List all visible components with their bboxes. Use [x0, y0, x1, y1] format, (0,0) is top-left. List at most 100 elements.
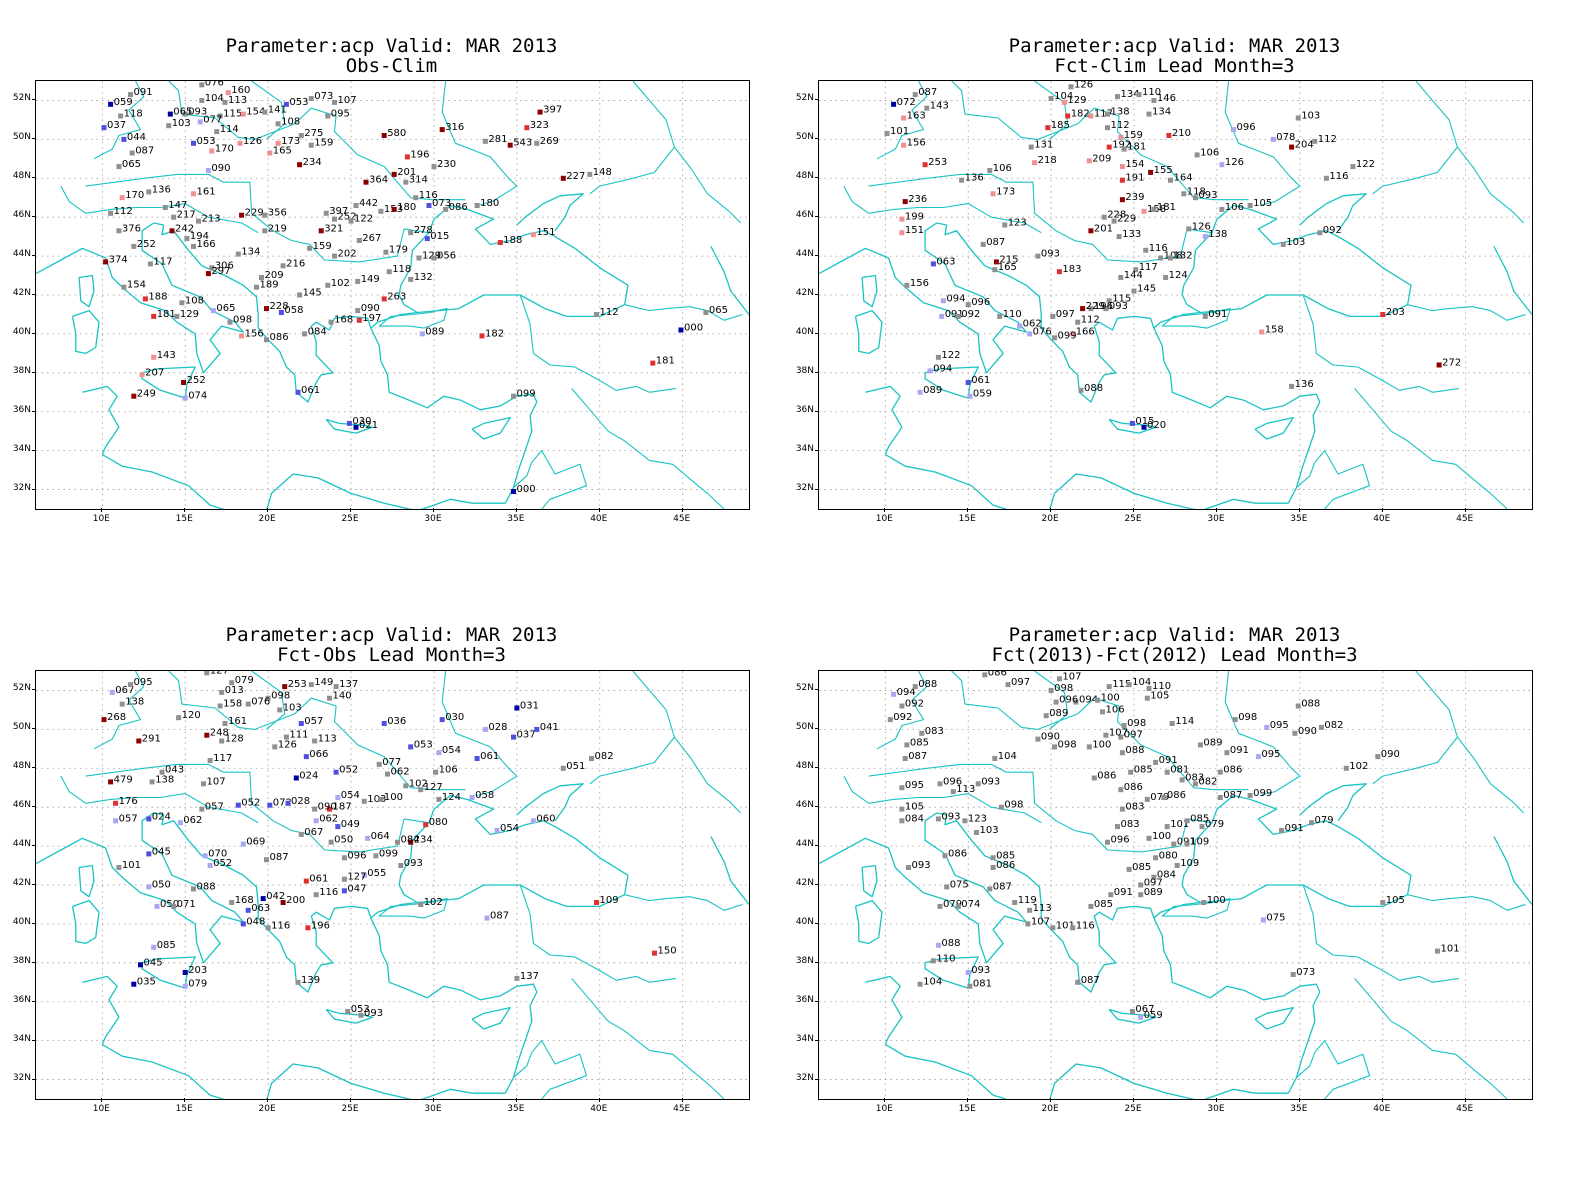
station-value-label: 096 [1237, 122, 1256, 133]
station-marker [162, 205, 168, 210]
latitude-tick-label: 34N [795, 1033, 814, 1044]
station-marker [899, 806, 905, 812]
river-border-line [673, 736, 742, 814]
station-value-label: 269 [540, 136, 559, 147]
station-marker [267, 802, 273, 808]
station-marker [439, 717, 445, 723]
latitude-tick-mark [815, 1039, 819, 1041]
station-marker [1119, 750, 1125, 756]
station-value-label: 103 [172, 118, 191, 129]
longitude-tick-label: 25E [1124, 1104, 1142, 1114]
station-marker [199, 806, 205, 812]
longitude-tick-mark [184, 1098, 186, 1102]
station-value-label: 204 [1295, 140, 1314, 151]
station-marker [128, 92, 133, 98]
station-marker [1202, 234, 1208, 240]
latitude-tick-label: 50N [795, 132, 814, 143]
river-border-line [85, 763, 430, 853]
station-value-label: 156 [245, 328, 264, 339]
station-marker [181, 380, 187, 385]
station-marker [174, 313, 180, 319]
station-marker [298, 721, 304, 726]
station-marker [1247, 203, 1253, 208]
station-marker [335, 795, 341, 800]
station-value-label: 158 [1265, 325, 1284, 336]
station-value-label: 108 [1164, 251, 1183, 262]
coastline [36, 259, 62, 275]
station-value-label: 050 [334, 835, 353, 846]
station-value-label: 101 [1170, 819, 1189, 830]
station-value-label: 140 [333, 691, 352, 702]
station-value-label: 052 [213, 858, 232, 869]
station-value-label: 203 [188, 965, 207, 976]
river-border-line [251, 81, 286, 140]
station-marker [1436, 362, 1442, 368]
station-marker [652, 950, 657, 956]
station-marker [151, 313, 157, 319]
latitude-tick-label: 44N [12, 249, 31, 260]
station-value-label: 103 [367, 794, 386, 805]
latitude-tick-mark [32, 1039, 36, 1041]
station-value-label: 056 [437, 251, 456, 262]
station-value-label: 087 [1081, 975, 1100, 986]
station-value-label: 278 [414, 225, 433, 236]
station-marker [1061, 99, 1067, 105]
station-marker [191, 886, 196, 892]
longitude-tick-label: 40E [590, 1104, 608, 1114]
station-marker [229, 680, 235, 686]
station-value-label: 102 [409, 778, 428, 789]
station-marker [103, 259, 109, 265]
station-value-label: 139 [301, 975, 320, 986]
station-value-label: 141 [268, 105, 287, 116]
station-marker [361, 798, 367, 804]
station-marker [431, 164, 437, 170]
station-value-label: 104 [923, 977, 942, 988]
station-marker [308, 682, 314, 688]
latitude-tick-mark [815, 255, 819, 257]
station-marker [1201, 900, 1207, 905]
station-marker [196, 218, 201, 224]
station-marker [1032, 160, 1038, 166]
station-value-label: 252 [137, 239, 156, 250]
station-value-label: 088 [1125, 745, 1144, 756]
station-marker [308, 96, 314, 101]
station-marker [426, 203, 432, 208]
station-value-label: 085 [157, 940, 176, 951]
latitude-tick-mark [815, 488, 819, 490]
coastline [1299, 783, 1367, 822]
station-marker [1151, 98, 1157, 103]
station-marker [514, 705, 520, 711]
station-marker [101, 717, 107, 723]
station-marker [118, 113, 124, 119]
station-value-label: 229 [245, 208, 264, 219]
station-value-label: 084 [1157, 870, 1176, 881]
station-value-label: 112 [1111, 120, 1130, 131]
station-marker [1143, 247, 1149, 253]
station-value-label: 181 [1157, 202, 1176, 213]
station-marker [534, 726, 540, 732]
station-value-label: 042 [266, 891, 285, 902]
latitude-tick-mark [815, 216, 819, 218]
station-marker [560, 175, 566, 181]
station-marker [335, 824, 341, 830]
station-value-label: 052 [241, 798, 260, 809]
station-marker [1166, 133, 1172, 138]
station-marker [385, 771, 390, 777]
station-marker [285, 800, 291, 806]
station-marker [1171, 841, 1177, 847]
station-value-label: 192 [1112, 140, 1131, 151]
station-value-label: 151 [536, 227, 555, 238]
station-marker [937, 781, 943, 787]
station-marker [997, 313, 1003, 319]
station-marker [1146, 111, 1152, 117]
station-marker [239, 212, 245, 218]
station-marker [990, 191, 996, 197]
station-marker [121, 136, 127, 142]
station-marker [108, 101, 114, 107]
station-marker [171, 214, 177, 220]
station-marker [884, 131, 890, 136]
river-border-line [1296, 1040, 1371, 1099]
station-value-label: 137 [339, 679, 358, 690]
longitude-tick-label: 20E [1041, 1104, 1059, 1114]
river-border-line [571, 388, 725, 509]
